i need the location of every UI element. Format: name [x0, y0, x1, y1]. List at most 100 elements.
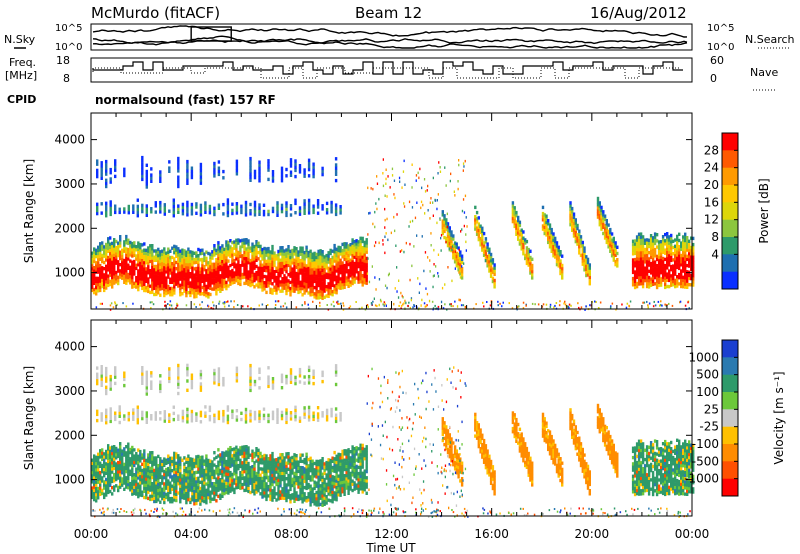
heatmap-cell	[307, 303, 309, 306]
heatmap-cell	[269, 278, 272, 282]
heatmap-cell	[215, 285, 218, 290]
heatmap-cell	[361, 236, 364, 241]
heatmap-cell	[459, 298, 461, 302]
heatmap-cell	[688, 255, 691, 259]
heatmap-cell	[159, 176, 162, 180]
heatmap-cell	[255, 459, 258, 463]
heatmap-cell	[139, 270, 142, 275]
heatmap-cell	[115, 474, 118, 479]
heatmap-cell	[585, 273, 588, 278]
heatmap-cell	[394, 287, 396, 290]
heatmap-cell	[245, 269, 248, 273]
heatmap-cell	[295, 256, 298, 260]
heatmap-cell	[525, 261, 529, 266]
heatmap-cell	[265, 482, 268, 486]
heatmap-cell	[114, 210, 117, 215]
heatmap-cell	[301, 293, 304, 297]
heatmap-cell	[159, 475, 162, 480]
heatmap-cell	[185, 469, 188, 474]
heatmap-cell	[255, 484, 258, 488]
heatmap-cell	[257, 489, 260, 493]
heatmap-cell	[361, 277, 364, 281]
heatmap-cell	[135, 282, 138, 286]
heatmap-cell	[135, 266, 138, 271]
heatmap-cell	[225, 459, 228, 464]
heatmap-cell	[225, 259, 228, 263]
heatmap-cell	[197, 479, 200, 484]
heatmap-cell	[333, 274, 336, 279]
heatmap-cell	[323, 255, 326, 259]
heatmap-cell	[143, 467, 146, 472]
heatmap-cell	[345, 279, 348, 283]
heatmap-cell	[461, 209, 464, 213]
heatmap-cell	[690, 252, 693, 256]
heatmap-cell	[177, 457, 180, 461]
heatmap-cell	[255, 283, 258, 287]
heatmap-cell	[259, 244, 262, 249]
heatmap-cell	[159, 210, 162, 214]
heatmap-cell	[121, 276, 124, 280]
heatmap-cell	[603, 230, 607, 234]
heatmap-cell	[269, 472, 272, 477]
heatmap-cell	[165, 467, 168, 472]
heatmap-cell	[347, 247, 350, 251]
heatmap-cell	[95, 276, 98, 280]
heatmap-cell	[119, 479, 122, 483]
heatmap-cell	[404, 299, 406, 303]
heatmap-cell	[258, 163, 261, 167]
heatmap-cell	[522, 245, 525, 250]
heatmap-cell	[555, 241, 559, 245]
heatmap-cell	[193, 282, 196, 287]
heatmap-cell	[119, 275, 122, 279]
heatmap-cell	[525, 246, 529, 250]
heatmap-cell	[475, 303, 477, 306]
heatmap-cell	[150, 173, 153, 177]
heatmap-cell	[386, 195, 388, 198]
heatmap-cell	[513, 221, 516, 225]
heatmap-cell	[343, 257, 346, 262]
heatmap-cell	[349, 280, 352, 284]
heatmap-cell	[417, 171, 419, 175]
heatmap-cell	[311, 289, 314, 294]
heatmap-cell	[347, 262, 350, 267]
freq-tick-bottom: 8	[63, 72, 70, 85]
heatmap-cell	[241, 464, 244, 468]
heatmap-cell	[147, 246, 150, 250]
heatmap-cell	[163, 491, 166, 495]
heatmap-cell	[93, 275, 96, 279]
heatmap-cell	[486, 301, 488, 303]
heatmap-cell	[477, 234, 480, 239]
heatmap-cell	[325, 266, 328, 270]
heatmap-cell	[330, 207, 333, 211]
heatmap-cell	[147, 462, 150, 466]
heatmap-cell	[481, 242, 484, 246]
heatmap-cell	[137, 284, 140, 289]
heatmap-cell	[125, 272, 128, 276]
heatmap-cell	[201, 495, 204, 500]
heatmap-cell	[100, 202, 103, 206]
heatmap-cell	[609, 227, 612, 232]
heatmap-cell	[277, 280, 280, 285]
nsky-traces	[92, 25, 688, 49]
heatmap-cell	[555, 259, 559, 264]
heatmap-cell	[149, 269, 152, 273]
heatmap-cell	[465, 240, 467, 244]
heatmap-cell	[105, 204, 108, 209]
heatmap-cell	[307, 174, 311, 178]
heatmap-cell	[353, 271, 356, 275]
heatmap-cell	[169, 487, 172, 491]
heatmap-cell	[307, 260, 310, 264]
heatmap-cell	[155, 471, 158, 476]
heatmap-cell	[147, 249, 150, 253]
heatmap-cell	[335, 287, 338, 292]
heatmap-cell	[368, 212, 370, 215]
heatmap-cell	[543, 228, 546, 233]
heatmap-cell	[209, 252, 212, 256]
heatmap-cell	[229, 489, 232, 493]
heatmap-cell	[347, 253, 350, 257]
heatmap-cell	[686, 239, 689, 243]
heatmap-cell	[163, 488, 166, 492]
heatmap-cell	[163, 281, 166, 285]
heatmap-cell	[237, 260, 240, 264]
heatmap-cell	[293, 280, 296, 284]
